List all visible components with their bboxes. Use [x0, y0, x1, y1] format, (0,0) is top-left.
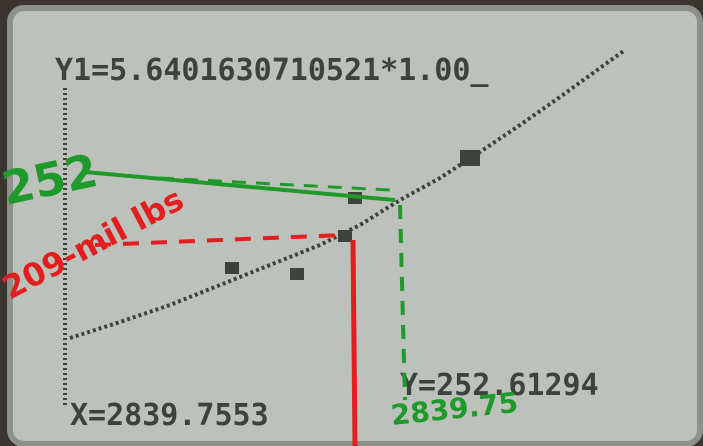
data-point	[338, 230, 352, 242]
page: Y1=5.6401630710521*1.00_ X=2839.7553 Y=2…	[0, 0, 703, 446]
data-point	[290, 268, 304, 280]
equation: Y1=5.6401630710521*1.00_	[55, 53, 489, 88]
x-readout: X=2839.7553	[70, 398, 269, 433]
photo: Y1=5.6401630710521*1.00_ X=2839.7553 Y=2…	[0, 0, 703, 446]
red-vertical	[353, 240, 355, 446]
data-point	[225, 262, 239, 274]
data-point	[460, 150, 480, 166]
